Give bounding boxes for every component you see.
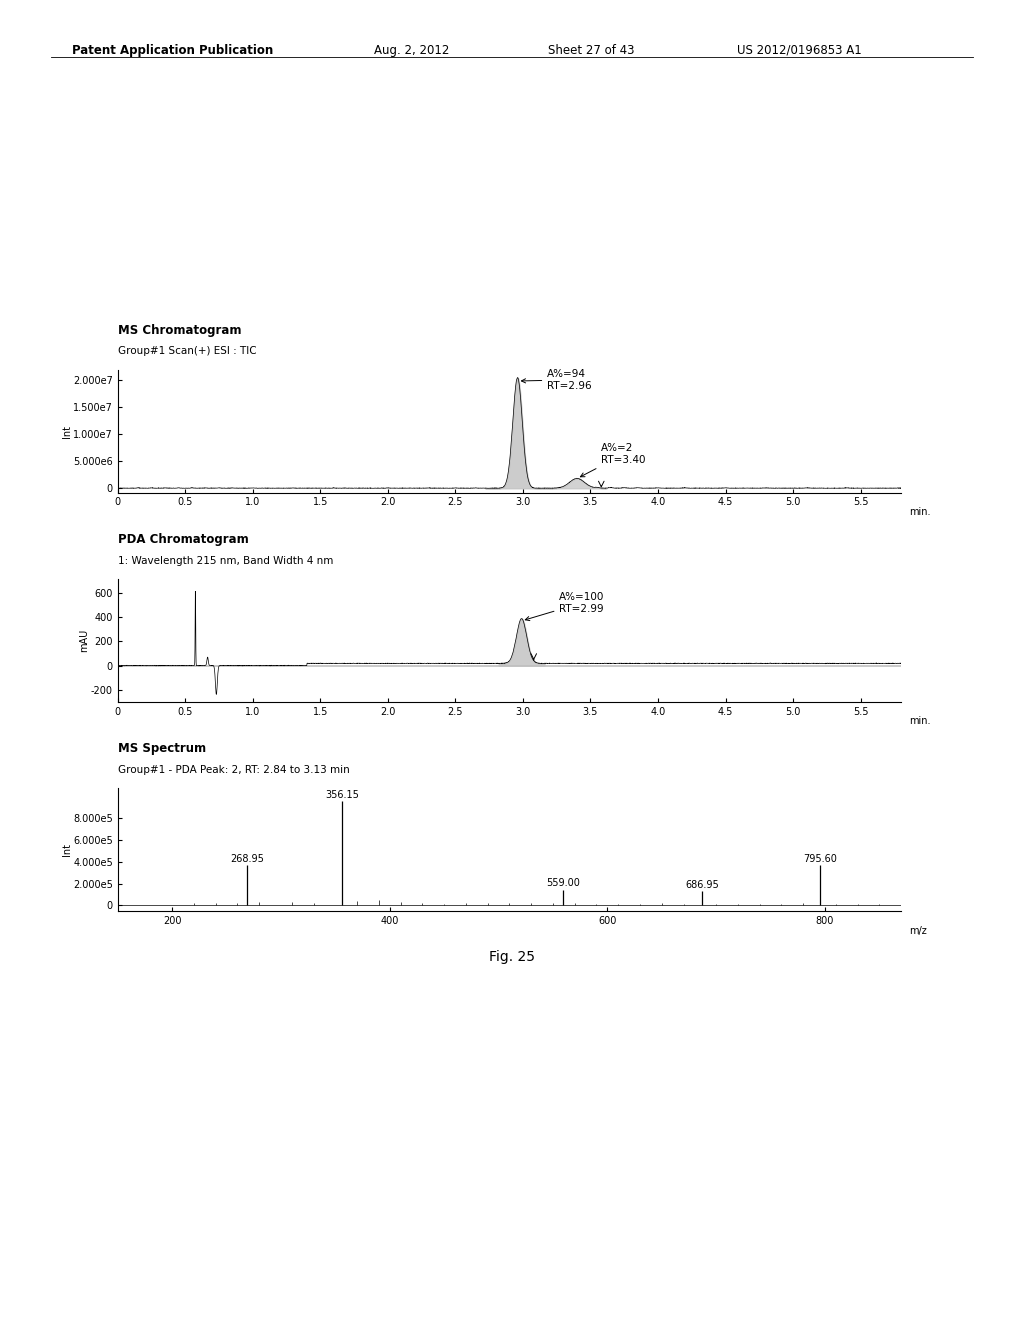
Text: A%=2
RT=3.40: A%=2 RT=3.40 bbox=[581, 444, 646, 477]
Text: Sheet 27 of 43: Sheet 27 of 43 bbox=[548, 44, 634, 57]
Text: PDA Chromatogram: PDA Chromatogram bbox=[118, 533, 249, 545]
Text: MS Spectrum: MS Spectrum bbox=[118, 742, 206, 755]
Text: 559.00: 559.00 bbox=[546, 878, 580, 888]
Text: 268.95: 268.95 bbox=[230, 854, 264, 863]
Text: Group#1 - PDA Peak: 2, RT: 2.84 to 3.13 min: Group#1 - PDA Peak: 2, RT: 2.84 to 3.13 … bbox=[118, 764, 349, 775]
Text: Group#1 Scan(+) ESI : TIC: Group#1 Scan(+) ESI : TIC bbox=[118, 346, 256, 356]
Text: MS Chromatogram: MS Chromatogram bbox=[118, 323, 242, 337]
Text: 356.15: 356.15 bbox=[325, 789, 359, 800]
Text: Patent Application Publication: Patent Application Publication bbox=[72, 44, 273, 57]
Text: m/z: m/z bbox=[909, 925, 927, 936]
Text: A%=94
RT=2.96: A%=94 RT=2.96 bbox=[521, 370, 592, 391]
Text: Fig. 25: Fig. 25 bbox=[489, 949, 535, 964]
Text: 795.60: 795.60 bbox=[803, 854, 837, 863]
Text: min.: min. bbox=[909, 717, 931, 726]
Y-axis label: Int: Int bbox=[61, 425, 72, 438]
Text: min.: min. bbox=[909, 507, 931, 517]
Text: 1: Wavelength 215 nm, Band Width 4 nm: 1: Wavelength 215 nm, Band Width 4 nm bbox=[118, 556, 333, 565]
Y-axis label: Int: Int bbox=[61, 842, 72, 855]
Text: 686.95: 686.95 bbox=[685, 880, 719, 890]
Text: Aug. 2, 2012: Aug. 2, 2012 bbox=[374, 44, 450, 57]
Text: US 2012/0196853 A1: US 2012/0196853 A1 bbox=[737, 44, 862, 57]
Y-axis label: mAU: mAU bbox=[80, 628, 89, 652]
Text: A%=100
RT=2.99: A%=100 RT=2.99 bbox=[525, 593, 605, 620]
